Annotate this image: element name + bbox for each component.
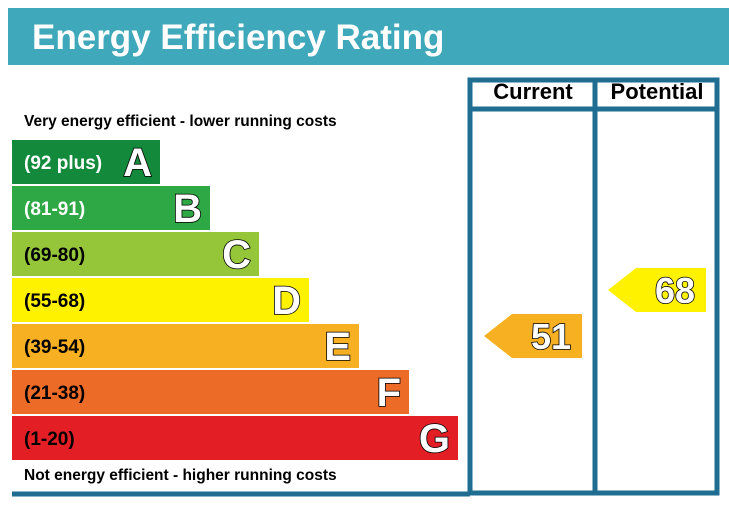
- band-c-range: (69-80): [24, 245, 85, 266]
- bottom-note: Not energy efficient - higher running co…: [24, 467, 337, 484]
- band-a-bar: [12, 140, 160, 184]
- title-bar: [8, 8, 729, 65]
- band-c-letter: C: [222, 233, 251, 277]
- current-column-header: Current: [493, 79, 573, 104]
- band-a-range: (92 plus): [24, 153, 102, 174]
- band-f-letter: F: [377, 371, 401, 415]
- band-e-range: (39-54): [24, 337, 85, 358]
- chart-title: Energy Efficiency Rating: [32, 18, 444, 57]
- band-a-letter: A: [123, 141, 152, 185]
- band-d-letter: D: [272, 279, 301, 323]
- potential-column-header: Potential: [611, 79, 704, 104]
- band-b-bar: [12, 186, 210, 230]
- potential-rating-arrow: [608, 268, 706, 312]
- top-note: Very energy efficient - lower running co…: [24, 113, 337, 130]
- band-g-bar: [12, 416, 458, 460]
- band-f-range: (21-38): [24, 383, 85, 404]
- band-d-bar: [12, 278, 309, 322]
- band-e-letter: E: [324, 325, 351, 369]
- potential-column-frame: [592, 77, 720, 496]
- band-d-range: (55-68): [24, 291, 85, 312]
- potential-rating-value: 68: [655, 270, 695, 311]
- band-f-bar: [12, 370, 409, 414]
- current-column-frame: [467, 77, 598, 496]
- band-c-bar: [12, 232, 259, 276]
- band-b-range: (81-91): [24, 199, 85, 220]
- band-e-bar: [12, 324, 359, 368]
- rating-arrows: 51 68: [484, 268, 706, 358]
- band-b-letter: B: [173, 187, 202, 231]
- rating-bands: (92 plus) A (81-91) B (69-80) C (55-68) D (39-54…: [12, 140, 458, 462]
- band-g-letter: G: [419, 417, 450, 461]
- current-rating-arrow: [484, 314, 582, 358]
- band-g-range: (1-20): [24, 429, 75, 450]
- current-rating-value: 51: [531, 316, 571, 357]
